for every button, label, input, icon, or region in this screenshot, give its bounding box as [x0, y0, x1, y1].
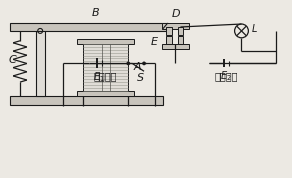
Text: $E_2$: $E_2$ [220, 69, 232, 83]
Bar [162, 44, 189, 49]
Text: $L$: $L$ [251, 22, 258, 34]
Text: 工作电路: 工作电路 [215, 71, 239, 81]
Text: D: D [171, 9, 180, 19]
Bar [10, 96, 163, 105]
Text: 控制电路: 控制电路 [94, 71, 117, 81]
Bar [77, 91, 134, 96]
Bar [178, 36, 183, 44]
Bar [36, 25, 45, 96]
Text: E: E [151, 37, 158, 47]
Text: $E_1$: $E_1$ [93, 70, 105, 84]
Text: C: C [8, 56, 16, 66]
Circle shape [127, 62, 129, 65]
Bar [166, 36, 172, 44]
Text: S: S [137, 73, 144, 83]
Bar [166, 27, 172, 35]
Bar [178, 27, 183, 35]
Bar [77, 39, 134, 44]
Bar [162, 23, 189, 29]
Circle shape [143, 62, 145, 65]
Text: B: B [92, 8, 100, 18]
Bar [83, 44, 128, 91]
Text: A: A [133, 62, 141, 72]
Bar [10, 23, 168, 31]
